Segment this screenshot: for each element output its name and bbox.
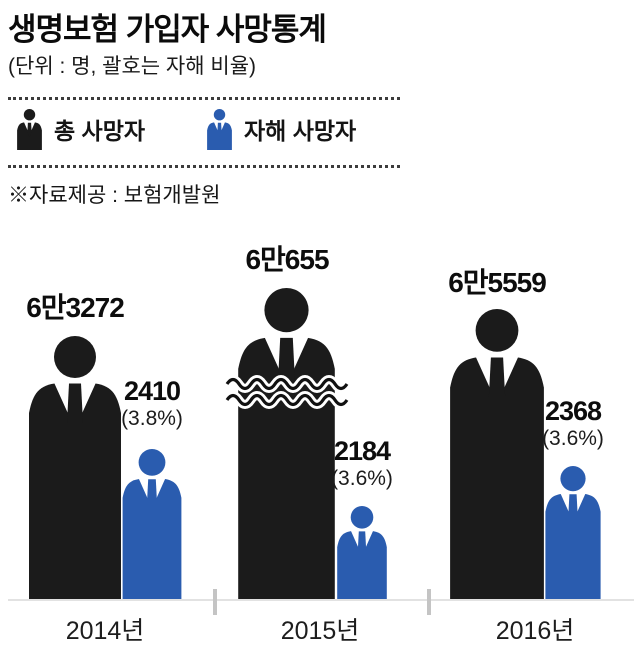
suicide-figure-2014 xyxy=(120,448,184,600)
value-label-suicide-2014: 2410 xyxy=(123,376,181,406)
total-deaths-icon xyxy=(16,108,43,150)
pct-label-suicide-2016: (3.6%) xyxy=(542,427,604,450)
legend-label-total: 총 사망자 xyxy=(54,118,146,144)
value-label-suicide-2016: 2368 xyxy=(544,396,602,426)
dotted-divider-top xyxy=(8,97,400,100)
legend-item-suicide: 자해 사망자 xyxy=(206,107,356,151)
group-separator xyxy=(427,589,431,615)
x-axis-label-2015: 2015년 xyxy=(280,617,360,645)
suicide-deaths-icon xyxy=(206,108,233,150)
value-label-total-2015: 6만655 xyxy=(245,244,329,275)
total-figure-2016 xyxy=(446,308,548,600)
value-label-suicide-2015: 2184 xyxy=(333,436,391,466)
unit-note: (단위 : 명, 괄호는 자해 비율) xyxy=(8,55,257,78)
x-axis-label-2014: 2014년 xyxy=(65,617,145,645)
pct-label-suicide-2014: (3.8%) xyxy=(121,407,183,430)
total-figure-2014 xyxy=(25,335,125,600)
source-note: ※자료제공 : 보험개발원 xyxy=(8,184,221,207)
x-axis-label-2016: 2016년 xyxy=(495,617,575,645)
value-label-total-2016: 6만5559 xyxy=(448,267,547,298)
dotted-divider-bottom xyxy=(8,165,400,168)
suicide-figure-2015 xyxy=(335,505,389,600)
page-title: 생명보험 가입자 사망통계 xyxy=(8,12,327,47)
legend-item-total: 총 사망자 xyxy=(16,107,145,151)
group-separator xyxy=(213,589,217,615)
baseline xyxy=(8,599,634,601)
legend-label-suicide: 자해 사망자 xyxy=(244,118,357,144)
value-label-total-2014: 6만3272 xyxy=(26,292,125,323)
wave-break-icon xyxy=(225,375,349,409)
pct-label-suicide-2015: (3.6%) xyxy=(331,467,393,490)
suicide-figure-2016 xyxy=(543,465,603,600)
